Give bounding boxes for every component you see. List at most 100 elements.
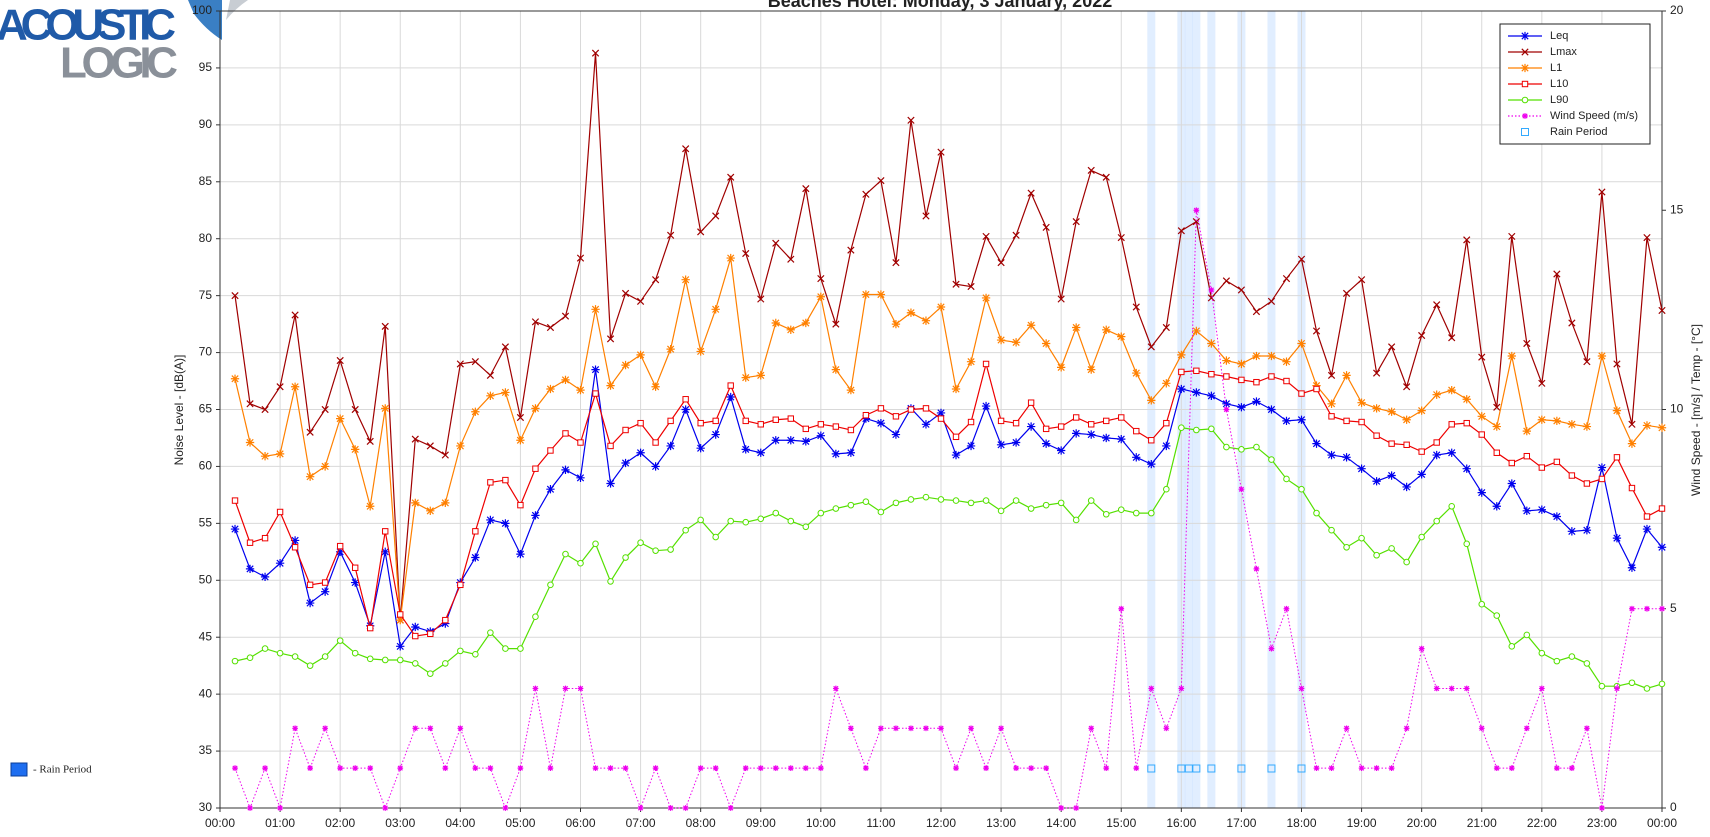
data-point	[487, 479, 494, 486]
data-point	[1644, 605, 1650, 612]
data-point	[757, 765, 764, 772]
data-point	[441, 498, 450, 508]
data-point	[1282, 357, 1291, 366]
data-point	[637, 419, 644, 427]
data-point	[921, 420, 931, 429]
data-point	[862, 190, 870, 198]
data-point	[1432, 450, 1441, 460]
data-point	[260, 572, 270, 582]
data-point	[1537, 415, 1546, 424]
data-point	[1147, 509, 1155, 517]
data-point	[351, 445, 360, 454]
data-point	[1432, 390, 1441, 399]
data-point	[245, 564, 255, 574]
data-point	[1102, 510, 1110, 518]
data-point	[1569, 765, 1575, 772]
legend-marker	[1521, 80, 1529, 88]
data-point	[997, 507, 1005, 515]
data-point	[712, 765, 719, 772]
data-point	[862, 498, 870, 506]
y-tick-label: 70	[199, 345, 213, 359]
data-point	[742, 417, 749, 425]
data-point	[1267, 405, 1276, 414]
data-point	[966, 357, 976, 366]
data-point	[996, 440, 1006, 449]
data-point	[1418, 645, 1425, 652]
data-point	[1388, 440, 1395, 447]
data-point	[276, 649, 284, 657]
rain-key-label: - Rain Period	[33, 764, 92, 776]
data-point	[696, 444, 705, 453]
legend-marker	[1521, 96, 1529, 104]
data-point	[1193, 207, 1200, 214]
data-point	[260, 452, 270, 461]
data-point	[547, 765, 554, 772]
legend-label: L10	[1550, 78, 1568, 90]
data-point	[1147, 343, 1155, 351]
data-point	[1477, 412, 1486, 421]
data-point	[1178, 685, 1185, 692]
data-point	[1463, 540, 1471, 548]
data-point	[1178, 424, 1185, 432]
x-tick-label: 22:00	[1527, 816, 1557, 830]
data-point	[471, 553, 480, 562]
data-point	[652, 439, 659, 446]
data-point	[983, 765, 989, 772]
data-point	[546, 323, 555, 332]
data-point	[531, 404, 540, 413]
data-point	[562, 550, 569, 558]
data-point	[1163, 725, 1170, 732]
data-point	[442, 660, 449, 667]
x-tick-label: 23:00	[1587, 816, 1617, 830]
data-point	[1613, 454, 1621, 461]
data-point	[531, 318, 540, 326]
data-point	[1207, 294, 1215, 302]
data-point	[1508, 765, 1515, 772]
data-point	[291, 311, 299, 319]
data-point	[1267, 297, 1276, 305]
data-point	[1433, 301, 1441, 309]
y-tick-label: 40	[199, 686, 213, 700]
data-point	[1478, 431, 1485, 438]
data-point	[1268, 645, 1275, 652]
data-point	[1387, 471, 1396, 480]
data-point	[951, 450, 961, 460]
data-point	[1011, 438, 1021, 447]
logo-swoosh	[188, 0, 222, 40]
data-point	[1162, 323, 1170, 332]
data-point	[352, 765, 359, 772]
legend-marker	[1521, 48, 1529, 56]
logo: ACOUSTIC LOGIC	[0, 0, 248, 88]
data-point	[1012, 231, 1020, 239]
data-point	[951, 384, 961, 394]
data-point	[772, 765, 779, 772]
data-point	[486, 391, 495, 400]
y-tick-label: 65	[199, 402, 213, 416]
data-point	[246, 654, 254, 662]
data-point	[1433, 439, 1440, 446]
data-point	[305, 472, 315, 481]
y-tick-label: 35	[199, 743, 213, 757]
data-point	[351, 405, 359, 414]
data-point	[1133, 427, 1140, 435]
legend-label: L90	[1550, 94, 1568, 106]
data-point	[1658, 505, 1666, 512]
y-tick-label: 90	[199, 117, 213, 131]
data-point	[952, 497, 960, 504]
data-point	[831, 365, 841, 374]
data-point	[1177, 384, 1186, 394]
data-point	[456, 441, 465, 451]
data-point	[1148, 437, 1155, 444]
series-line	[234, 210, 1662, 810]
data-point	[1162, 379, 1171, 388]
data-point	[1042, 425, 1050, 433]
data-point	[321, 653, 329, 660]
data-point	[1328, 526, 1335, 534]
data-point	[938, 725, 944, 732]
data-point	[457, 647, 464, 655]
data-point	[486, 371, 494, 379]
data-point	[1402, 415, 1411, 424]
data-point	[1583, 660, 1591, 667]
data-point	[1643, 233, 1651, 242]
